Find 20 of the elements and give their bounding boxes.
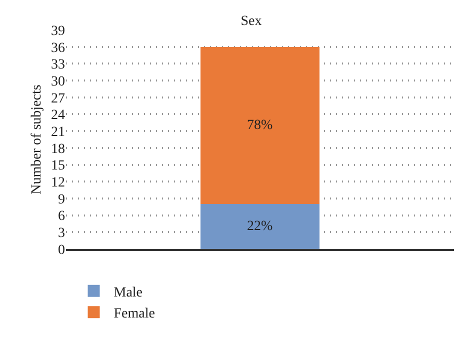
y-tick-label: 27 [51, 91, 65, 106]
y-tick-label: 36 [51, 40, 65, 56]
chart-title: Sex [240, 14, 262, 30]
legend-label: Male [114, 285, 143, 300]
y-tick-label: 9 [58, 192, 65, 208]
y-tick-label: 3 [58, 226, 65, 242]
y-tick-label: 30 [51, 74, 65, 90]
y-tick-label: 6 [58, 209, 65, 224]
legend-label: Female [114, 306, 155, 322]
y-axis-title: Number of subjects [30, 84, 45, 194]
y-tick-label: 33 [51, 58, 65, 73]
y-tick-label: 15 [51, 158, 65, 174]
y-tick-label: 12 [51, 176, 65, 191]
y-tick-label: 21 [51, 124, 65, 140]
y-tick-label: 24 [51, 108, 65, 124]
y-tick-label: 18 [51, 142, 65, 157]
annotation: 22% [247, 219, 273, 234]
y-tick-label: 39 [51, 24, 65, 39]
y-tick-label: 0 [58, 242, 65, 258]
annotation: 78% [247, 118, 273, 133]
